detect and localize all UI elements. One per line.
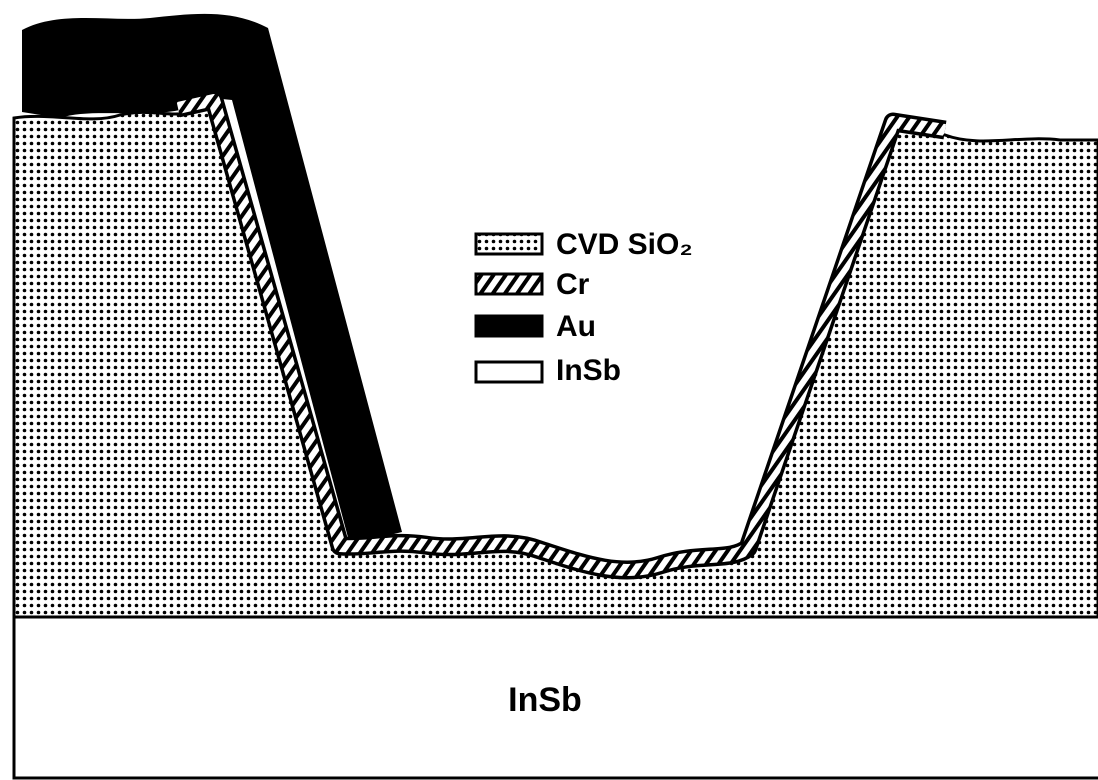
legend-label: CVD SiO₂ — [556, 228, 693, 261]
au-layer — [22, 13, 402, 546]
legend: CVD SiO₂ Cr Au InSb — [474, 228, 693, 387]
legend-swatch — [474, 232, 544, 256]
legend-swatch — [474, 272, 544, 296]
legend-label: Au — [556, 310, 596, 343]
legend-label: InSb — [556, 354, 621, 387]
legend-label: Cr — [556, 268, 590, 301]
legend-swatch — [474, 360, 544, 384]
insb-substrate — [12, 615, 1098, 780]
substrate-label: InSb — [508, 681, 582, 719]
legend-swatch — [474, 314, 544, 338]
cr-layer — [176, 94, 946, 576]
